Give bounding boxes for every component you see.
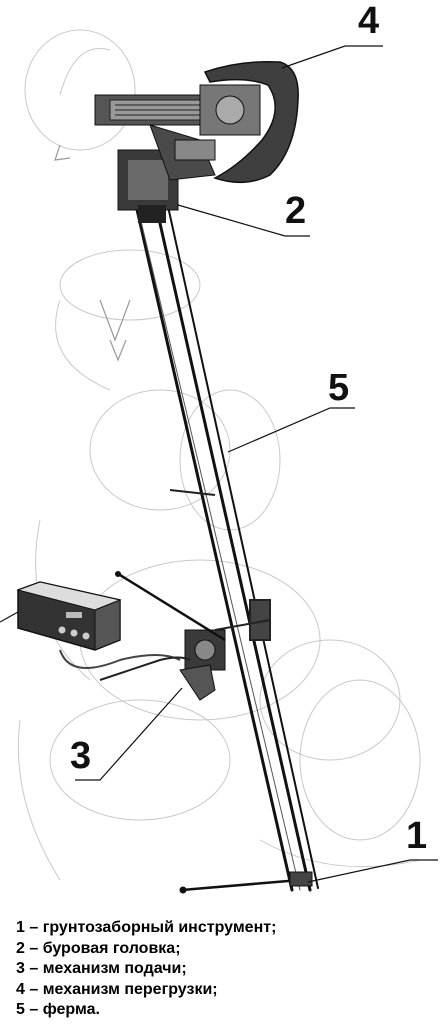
drilling-rig-diagram: 1 2 3 4 5: [0, 0, 438, 894]
callout-number-3: 3: [70, 735, 91, 777]
legend: 1 – грунтозаборный инструмент; 2 – буров…: [16, 918, 436, 1021]
control-box: [0, 581, 181, 669]
drill-head: [117, 149, 179, 223]
legend-item-3: 3 – механизм подачи;: [16, 960, 187, 977]
transfer-mechanism: [94, 60, 299, 184]
callout-number-1: 1: [406, 815, 427, 857]
callout-number-5: 5: [328, 367, 349, 409]
legend-item-5: 5 – ферма.: [16, 1001, 100, 1018]
truss-crossbars: [169, 489, 271, 641]
legend-item-4: 4 – механизм перегрузки;: [16, 980, 218, 998]
legend-item-2: 2 – буровая головка;: [16, 939, 181, 957]
sampling-tool: [179, 871, 313, 894]
leader-lines: [75, 45, 438, 883]
callout-number-2: 2: [285, 190, 306, 232]
feed-mechanism: [99, 571, 226, 701]
callout-number-4: 4: [358, 0, 379, 42]
truss: [126, 168, 319, 892]
legend-item-1: 1 – грунтозаборный инструмент;: [16, 919, 277, 936]
support-legs: [54, 144, 131, 362]
